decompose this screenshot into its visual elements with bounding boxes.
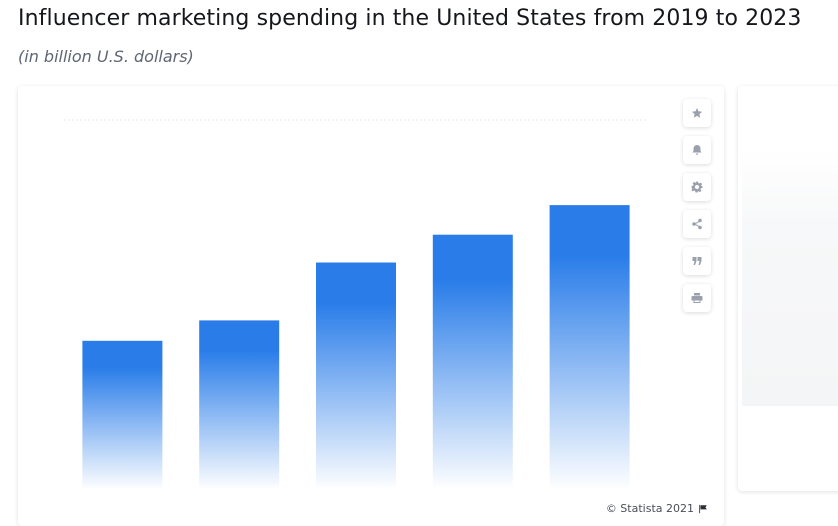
star-icon (691, 108, 703, 118)
bar-2021[interactable] (316, 262, 396, 491)
bell-icon (692, 145, 702, 155)
chart-title: Influencer marketing spending in the Uni… (18, 6, 802, 31)
bar-2022[interactable] (432, 234, 513, 490)
chart-toolbar (683, 99, 713, 321)
bar-2020[interactable] (199, 320, 280, 490)
side-panel-content (742, 148, 838, 406)
bar-2019[interactable] (82, 340, 163, 490)
notification-button[interactable] (683, 136, 711, 164)
gear-icon (691, 181, 703, 193)
chart-card: © Statista 2021 (18, 86, 724, 526)
quote-icon (692, 257, 702, 265)
statista-credit[interactable]: © Statista 2021 (606, 502, 708, 515)
side-panel (738, 86, 838, 491)
share-icon (692, 218, 702, 230)
print-icon (691, 293, 703, 303)
cite-button[interactable] (683, 247, 711, 275)
print-button[interactable] (683, 284, 711, 312)
bar-2023[interactable] (549, 205, 630, 490)
bars (82, 205, 630, 491)
share-button[interactable] (683, 210, 711, 238)
favorite-button[interactable] (683, 99, 711, 127)
credit-text: © Statista 2021 (605, 502, 694, 515)
flag-icon (699, 504, 707, 513)
chart-subtitle: (in billion U.S. dollars) (18, 47, 194, 66)
settings-button[interactable] (683, 173, 711, 201)
bar-chart (64, 119, 648, 491)
